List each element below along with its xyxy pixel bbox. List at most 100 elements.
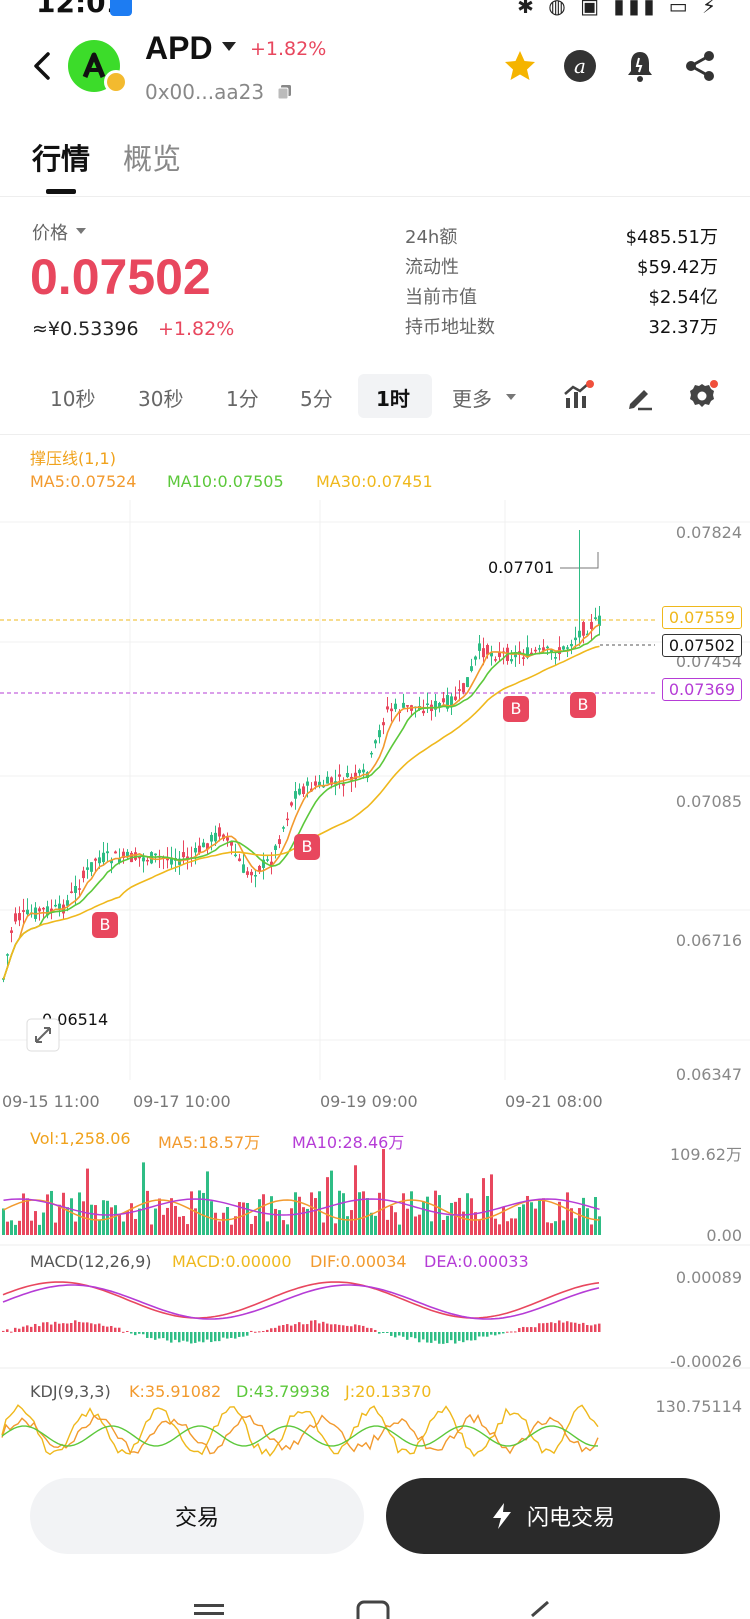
- macd-bar: [466, 1332, 469, 1341]
- token-name[interactable]: APD: [145, 30, 213, 66]
- macd-bar: [330, 1324, 333, 1332]
- flash-trade-button[interactable]: 闪电交易: [386, 1478, 720, 1554]
- stat-label-marketcap: 当前市值: [405, 287, 477, 308]
- copy-icon[interactable]: [277, 84, 293, 100]
- candle-body: [438, 703, 441, 708]
- volume-bar: [474, 1212, 477, 1235]
- candle-body: [298, 788, 301, 795]
- indicator-icon[interactable]: [562, 380, 594, 412]
- candle-body: [70, 891, 73, 893]
- timeframe-10s[interactable]: 10秒: [50, 387, 96, 411]
- settings-icon[interactable]: [686, 380, 718, 412]
- macd-bar: [566, 1321, 569, 1332]
- macd-bar: [378, 1332, 381, 1334]
- kdj-chart[interactable]: [0, 1404, 750, 1460]
- candle-body: [382, 722, 385, 726]
- kdj-title[interactable]: KDJ(9,3,3): [30, 1382, 111, 1401]
- volume-bar: [26, 1198, 29, 1235]
- bnb-chain-icon: [104, 70, 128, 94]
- tab-overview[interactable]: 概览: [123, 142, 182, 176]
- macd-bar: [358, 1325, 361, 1332]
- macd-bar: [226, 1332, 229, 1339]
- price-label[interactable]: 价格: [32, 223, 68, 244]
- timeframe-1m[interactable]: 1分: [226, 387, 259, 411]
- macd-bar: [446, 1332, 449, 1344]
- macd-bar: [326, 1323, 329, 1332]
- macd-bar: [90, 1323, 93, 1332]
- volume-bar: [162, 1214, 165, 1235]
- trade-button[interactable]: 交易: [30, 1478, 364, 1554]
- candle-body: [390, 708, 393, 712]
- expand-icon[interactable]: [26, 1018, 60, 1052]
- tab-market[interactable]: 行情: [32, 142, 91, 176]
- macd-bar: [590, 1325, 593, 1332]
- volume-bar: [242, 1202, 245, 1235]
- macd-bar: [78, 1321, 81, 1332]
- volume-bar: [426, 1196, 429, 1235]
- macd-bar: [310, 1320, 313, 1332]
- back-icon[interactable]: [26, 44, 60, 88]
- candle-body: [6, 954, 9, 956]
- macd-bar: [470, 1332, 473, 1341]
- vol-max: 109.62万: [670, 1145, 742, 1164]
- macd-bar: [134, 1332, 137, 1336]
- timeframe-more[interactable]: 更多: [452, 387, 492, 411]
- macd-bar: [126, 1330, 129, 1332]
- macd-bar: [406, 1332, 409, 1340]
- back-nav-icon: [531, 1600, 549, 1618]
- volume-bar: [230, 1224, 233, 1235]
- a-icon[interactable]: a: [562, 48, 598, 84]
- macd-bar: [550, 1322, 553, 1332]
- buy-marker[interactable]: B: [570, 692, 596, 718]
- draw-icon[interactable]: [624, 380, 656, 412]
- macd-bar: [146, 1332, 149, 1338]
- volume-bar: [118, 1214, 121, 1235]
- candle-body: [14, 913, 17, 922]
- macd-bar: [298, 1322, 301, 1332]
- volume-chart[interactable]: [0, 1140, 750, 1250]
- volume-bar: [278, 1210, 281, 1235]
- volume-bar: [110, 1207, 113, 1235]
- support-resistance-legend[interactable]: 撑压线(1,1): [30, 449, 116, 468]
- buy-marker[interactable]: B: [92, 912, 118, 938]
- candle-body: [510, 659, 513, 662]
- macd-bar: [254, 1331, 257, 1333]
- candle-body: [434, 700, 437, 710]
- macd-bar: [582, 1322, 585, 1332]
- bell-icon[interactable]: [622, 48, 658, 84]
- macd-bar: [54, 1321, 57, 1332]
- buy-marker[interactable]: B: [503, 696, 529, 722]
- ma10-line: [2, 633, 600, 980]
- volume-bar: [442, 1219, 445, 1235]
- volume-bar: [66, 1207, 69, 1235]
- timeframe-5m[interactable]: 5分: [300, 387, 333, 411]
- more-dropdown-icon[interactable]: [506, 394, 516, 400]
- star-icon[interactable]: [502, 48, 538, 84]
- macd-title[interactable]: MACD(12,26,9): [30, 1252, 152, 1271]
- timeframe-30s[interactable]: 30秒: [138, 387, 184, 411]
- timeframe-1h[interactable]: 1时: [376, 387, 410, 411]
- volume-bar: [454, 1201, 457, 1235]
- candle-body: [326, 776, 329, 784]
- volume-bar: [590, 1224, 593, 1235]
- x-tick: 09-19 09:00: [320, 1092, 418, 1111]
- stat-value-marketcap: $2.54亿: [648, 287, 718, 308]
- token-dropdown-icon[interactable]: [222, 42, 236, 51]
- buy-marker[interactable]: B: [294, 834, 320, 860]
- macd-chart[interactable]: [0, 1270, 750, 1370]
- candle-body: [494, 659, 497, 661]
- candle-body: [486, 645, 489, 655]
- price-dropdown-icon[interactable]: [76, 228, 86, 234]
- candlestick-chart[interactable]: [0, 500, 750, 1110]
- dea-line: [2, 1284, 600, 1320]
- volume-bar: [330, 1170, 333, 1235]
- share-icon[interactable]: [682, 48, 718, 84]
- volume-bar: [382, 1149, 385, 1235]
- volume-bar: [106, 1200, 109, 1235]
- candle-body: [234, 854, 237, 857]
- macd-bar: [110, 1325, 113, 1332]
- volume-bar: [182, 1216, 185, 1235]
- stat-value-liquidity: $59.42万: [637, 257, 718, 278]
- candle-body: [154, 853, 157, 856]
- candle-body: [318, 781, 321, 786]
